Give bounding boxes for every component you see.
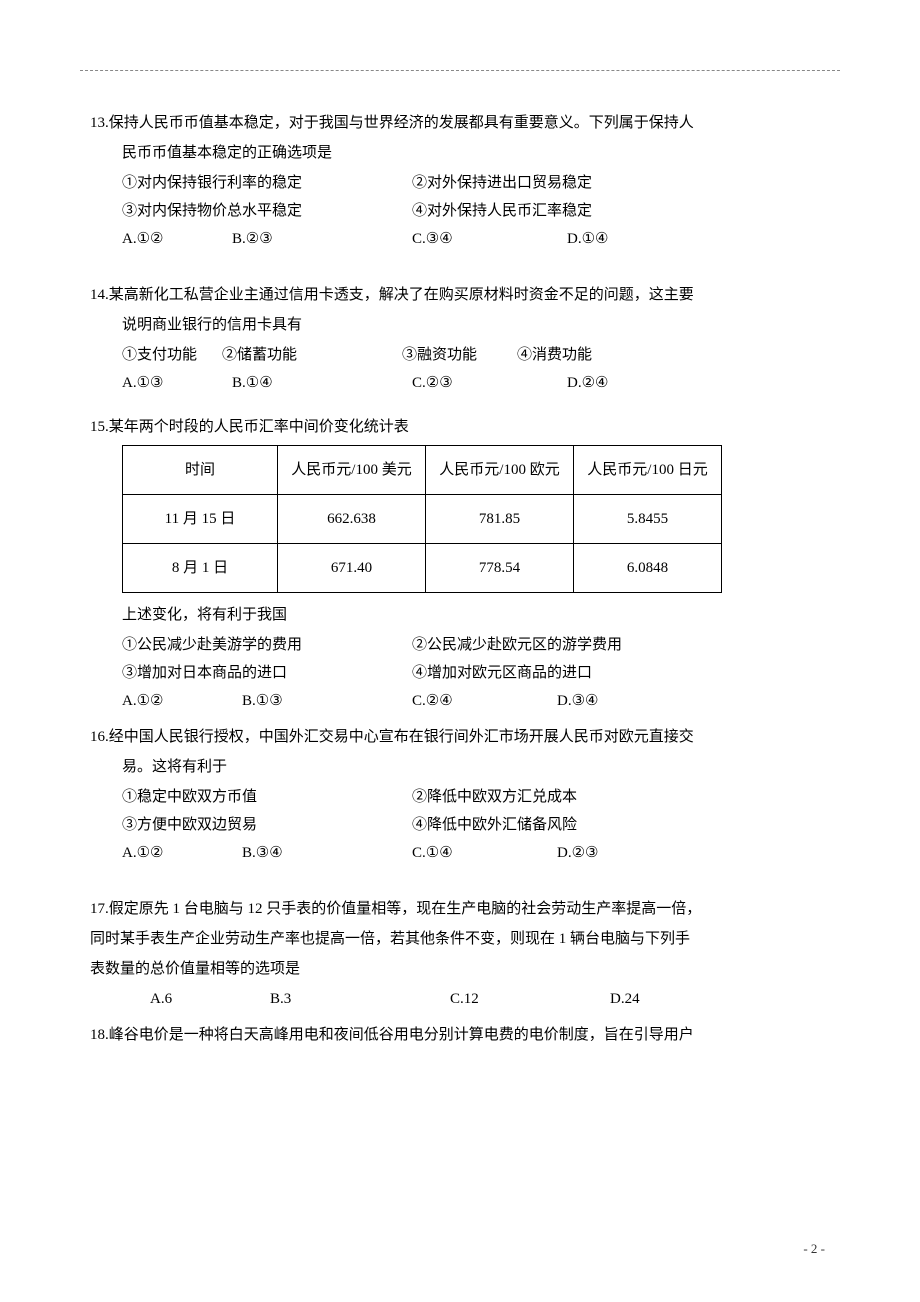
question-13: 13.保持人民币币值基本稳定，对于我国与世界经济的发展都具有重要意义。下列属于保… <box>90 111 830 251</box>
q15-r1c1: 671.40 <box>278 544 426 593</box>
q14-ans-d: D.②④ <box>567 371 608 395</box>
q16-ans-d: D.②③ <box>557 841 598 865</box>
q16-stem-1: 16.经中国人民银行授权，中国外汇交易中心宣布在银行间外汇市场开展人民币对欧元直… <box>90 725 830 749</box>
q15-opt1: ①公民减少赴美游学的费用 <box>122 633 412 657</box>
q16-opt2: ②降低中欧双方汇兑成本 <box>412 785 830 809</box>
table-row: 8 月 1 日 671.40 778.54 6.0848 <box>123 544 722 593</box>
q13-opt1: ①对内保持银行利率的稳定 <box>122 171 412 195</box>
table-row: 时间 人民币元/100 美元 人民币元/100 欧元 人民币元/100 日元 <box>123 446 722 495</box>
q15-th-2: 人民币元/100 欧元 <box>426 446 574 495</box>
q14-opt3: ③融资功能 <box>402 343 517 367</box>
q15-r0c3: 5.8455 <box>574 495 722 544</box>
q14-ans-a: A.①③ <box>122 371 232 395</box>
q13-opt2: ②对外保持进出口贸易稳定 <box>412 171 830 195</box>
q13-opt4: ④对外保持人民币汇率稳定 <box>412 199 830 223</box>
q16-opt3: ③方便中欧双边贸易 <box>122 813 412 837</box>
q17-ans-b: B.3 <box>270 987 450 1011</box>
q15-table: 时间 人民币元/100 美元 人民币元/100 欧元 人民币元/100 日元 1… <box>122 445 722 593</box>
question-15: 15.某年两个时段的人民币汇率中间价变化统计表 时间 人民币元/100 美元 人… <box>90 415 830 713</box>
table-row: 11 月 15 日 662.638 781.85 5.8455 <box>123 495 722 544</box>
q14-opt2: ②储蓄功能 <box>222 343 402 367</box>
q17-ans-d: D.24 <box>610 987 640 1011</box>
q15-opt2: ②公民减少赴欧元区的游学费用 <box>412 633 830 657</box>
question-16: 16.经中国人民银行授权，中国外汇交易中心宣布在银行间外汇市场开展人民币对欧元直… <box>90 725 830 865</box>
q15-ans-b: B.①③ <box>242 689 412 713</box>
q14-opt4: ④消费功能 <box>517 343 592 367</box>
q15-opt4: ④增加对欧元区商品的进口 <box>412 661 830 685</box>
q14-stem-2: 说明商业银行的信用卡具有 <box>90 313 830 337</box>
q17-ans-a: A.6 <box>150 987 270 1011</box>
q14-opt1: ①支付功能 <box>122 343 222 367</box>
q13-stem-2: 民币币值基本稳定的正确选项是 <box>90 141 830 165</box>
q16-stem-2: 易。这将有利于 <box>90 755 830 779</box>
q15-sub: 上述变化，将有利于我国 <box>90 603 830 627</box>
q15-th-3: 人民币元/100 日元 <box>574 446 722 495</box>
q14-ans-b: B.①④ <box>232 371 412 395</box>
q15-ans-d: D.③④ <box>557 689 598 713</box>
q15-r1c0: 8 月 1 日 <box>123 544 278 593</box>
q15-ans-a: A.①② <box>122 689 242 713</box>
q15-r0c2: 781.85 <box>426 495 574 544</box>
q13-ans-d: D.①④ <box>567 227 608 251</box>
q15-opt3: ③增加对日本商品的进口 <box>122 661 412 685</box>
q15-r0c1: 662.638 <box>278 495 426 544</box>
q16-opt4: ④降低中欧外汇储备风险 <box>412 813 830 837</box>
q13-ans-a: A.①② <box>122 227 232 251</box>
q17-stem-2: 同时某手表生产企业劳动生产率也提高一倍，若其他条件不变，则现在 1 辆台电脑与下… <box>90 927 830 951</box>
q14-stem-1: 14.某高新化工私营企业主通过信用卡透支，解决了在购买原材料时资金不足的问题，这… <box>90 283 830 307</box>
q15-r0c0: 11 月 15 日 <box>123 495 278 544</box>
q13-ans-b: B.②③ <box>232 227 412 251</box>
q17-stem-1: 17.假定原先 1 台电脑与 12 只手表的价值量相等，现在生产电脑的社会劳动生… <box>90 897 830 921</box>
q14-ans-c: C.②③ <box>412 371 567 395</box>
top-separator <box>80 70 840 71</box>
q15-r1c2: 778.54 <box>426 544 574 593</box>
q13-opt3: ③对内保持物价总水平稳定 <box>122 199 412 223</box>
q15-r1c3: 6.0848 <box>574 544 722 593</box>
q13-stem-1: 13.保持人民币币值基本稳定，对于我国与世界经济的发展都具有重要意义。下列属于保… <box>90 111 830 135</box>
q16-ans-c: C.①④ <box>412 841 557 865</box>
q15-ans-c: C.②④ <box>412 689 557 713</box>
q15-th-0: 时间 <box>123 446 278 495</box>
q17-ans-c: C.12 <box>450 987 610 1011</box>
q15-stem: 15.某年两个时段的人民币汇率中间价变化统计表 <box>90 415 830 439</box>
q17-stem-3: 表数量的总价值量相等的选项是 <box>90 957 830 981</box>
question-14: 14.某高新化工私营企业主通过信用卡透支，解决了在购买原材料时资金不足的问题，这… <box>90 283 830 395</box>
question-18: 18.峰谷电价是一种将白天高峰用电和夜间低谷用电分别计算电费的电价制度，旨在引导… <box>90 1023 830 1047</box>
q16-opt1: ①稳定中欧双方币值 <box>122 785 412 809</box>
q16-ans-b: B.③④ <box>242 841 412 865</box>
q18-stem-1: 18.峰谷电价是一种将白天高峰用电和夜间低谷用电分别计算电费的电价制度，旨在引导… <box>90 1023 830 1047</box>
page-number: - 2 - <box>803 1239 825 1260</box>
q13-ans-c: C.③④ <box>412 227 567 251</box>
question-17: 17.假定原先 1 台电脑与 12 只手表的价值量相等，现在生产电脑的社会劳动生… <box>90 897 830 1011</box>
q16-ans-a: A.①② <box>122 841 242 865</box>
q15-th-1: 人民币元/100 美元 <box>278 446 426 495</box>
